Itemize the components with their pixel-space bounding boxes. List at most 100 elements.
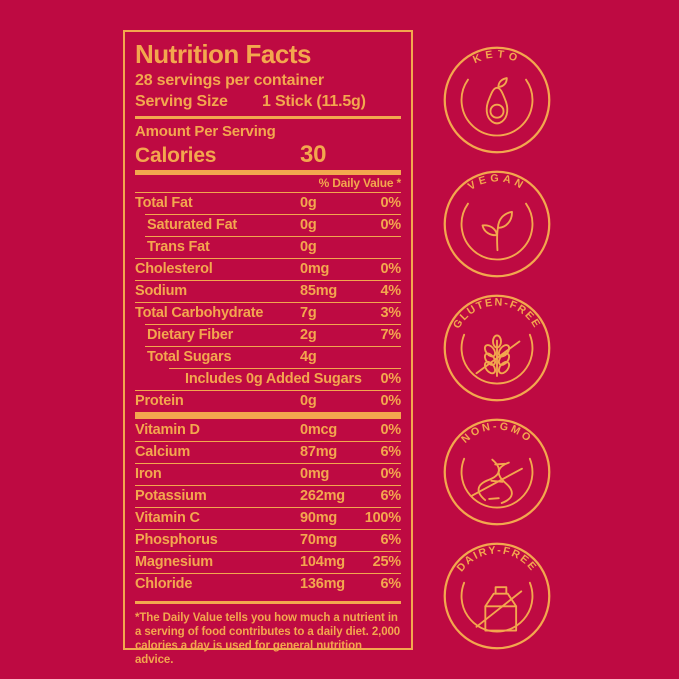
nutrient-name: Vitamin C bbox=[135, 510, 200, 526]
nutrient-name: Chloride bbox=[135, 576, 193, 592]
slash-line bbox=[475, 340, 521, 375]
badge-vegan: VEGAN bbox=[441, 168, 553, 280]
nutrient-dv: 6% bbox=[380, 576, 401, 592]
badge-outer-ring bbox=[443, 46, 551, 154]
nutrient-name: Sodium bbox=[135, 283, 187, 299]
badge-label: DAIRY-FREE bbox=[455, 544, 540, 574]
nutrient-name: Vitamin D bbox=[135, 422, 200, 438]
slash-line bbox=[475, 590, 523, 628]
mineral-row-vitamin-d: Vitamin D 0mcg 0% bbox=[135, 419, 401, 441]
nutrient-amount: 0mcg bbox=[300, 422, 338, 438]
badge-dairy-free: DAIRY-FREE bbox=[441, 540, 553, 652]
mineral-row-potassium: Potassium 262mg 6% bbox=[135, 485, 401, 507]
nutrient-name: Protein bbox=[135, 393, 184, 409]
nutrient-amount: 0mg bbox=[300, 261, 330, 277]
badge-outer-ring bbox=[443, 542, 551, 650]
nutrient-amount: 0g bbox=[300, 195, 317, 211]
serving-size-value: 1 Stick (11.5g) bbox=[262, 93, 366, 110]
mineral-row-calcium: Calcium 87mg 6% bbox=[135, 441, 401, 463]
mineral-row-magnesium: Magnesium 104mg 25% bbox=[135, 551, 401, 573]
nutrient-name: Calcium bbox=[135, 444, 191, 460]
badge-keto: KETO bbox=[441, 44, 553, 156]
nutrient-name: Total Carbohydrate bbox=[135, 305, 264, 321]
nutrient-dv: 0% bbox=[380, 371, 401, 387]
nutrient-name: Phosphorus bbox=[135, 532, 218, 548]
nutrient-amount: 0g bbox=[300, 239, 317, 255]
badge-outer-ring bbox=[443, 418, 551, 526]
serving-size-row: Serving Size 1 Stick (11.5g) bbox=[135, 91, 401, 112]
nutrient-dv: 6% bbox=[380, 488, 401, 504]
nutrient-dv: 0% bbox=[380, 466, 401, 482]
badge-inner-arc bbox=[460, 202, 534, 261]
nutrient-amount: 87mg bbox=[300, 444, 338, 460]
nutrient-amount: 7g bbox=[300, 305, 317, 321]
calories-value: 30 bbox=[300, 141, 327, 168]
calories-row: Calories 30 bbox=[135, 141, 401, 168]
nutrient-amount: 2g bbox=[300, 327, 317, 343]
badge-inner-arc bbox=[460, 78, 534, 137]
nutrient-amount: 262mg bbox=[300, 488, 345, 504]
daily-value-footnote: *The Daily Value tells you how much a nu… bbox=[135, 612, 401, 666]
nutrient-row-added-sugars: Includes 0g Added Sugars 0% bbox=[135, 368, 401, 390]
nutrient-row-total-carbohydrate: Total Carbohydrate 7g 3% bbox=[135, 302, 401, 324]
servings-per-container: 28 servings per container bbox=[135, 72, 324, 89]
nutrient-row-dietary-fiber: Dietary Fiber 2g 7% bbox=[135, 324, 401, 346]
nutrient-row-trans-fat: Trans Fat 0g bbox=[135, 236, 401, 258]
amount-per-serving: Amount Per Serving bbox=[135, 123, 276, 140]
nutrient-name: Iron bbox=[135, 466, 162, 482]
daily-value-header: % Daily Value * bbox=[318, 176, 402, 190]
nutrient-dv: 7% bbox=[380, 327, 401, 343]
nutrient-dv: 25% bbox=[372, 554, 402, 570]
nutrient-dv: 0% bbox=[380, 195, 401, 211]
badge-outer-ring bbox=[443, 294, 551, 402]
nutrient-name: Includes 0g Added Sugars bbox=[185, 371, 362, 387]
nutrient-row-saturated-fat: Saturated Fat 0g 0% bbox=[135, 214, 401, 236]
nutrient-dv: 3% bbox=[380, 305, 401, 321]
nutrient-amount: 70mg bbox=[300, 532, 338, 548]
nutrient-amount: 90mg bbox=[300, 510, 338, 526]
label-title: Nutrition Facts bbox=[135, 39, 311, 69]
nutrient-dv: 0% bbox=[380, 422, 401, 438]
nutrient-name: Total Fat bbox=[135, 195, 193, 211]
divider-thick bbox=[135, 170, 401, 175]
nutrient-dv: 0% bbox=[380, 217, 401, 233]
avocado-icon bbox=[485, 77, 509, 125]
wheat-crossed-icon bbox=[475, 334, 521, 377]
badge-outer-ring bbox=[443, 170, 551, 278]
badge-inner-arc bbox=[460, 581, 534, 633]
nutrition-facts-panel: Nutrition Facts 28 servings per containe… bbox=[123, 30, 413, 666]
nutrient-row-protein: Protein 0g 0% bbox=[135, 390, 401, 412]
nutrient-name: Magnesium bbox=[135, 554, 213, 570]
badge-label: GLUTEN-FREE bbox=[451, 296, 543, 331]
slash-line bbox=[470, 467, 523, 497]
nutrient-amount: 4g bbox=[300, 349, 317, 365]
nutrient-dv: 6% bbox=[380, 444, 401, 460]
nutrient-amount: 104mg bbox=[300, 554, 345, 570]
nutrient-amount: 0mg bbox=[300, 466, 330, 482]
dna-crossed-icon bbox=[470, 458, 523, 504]
badge-inner-arc bbox=[460, 333, 534, 385]
milk-carton-crossed-icon bbox=[475, 586, 523, 632]
badge-gluten-free: GLUTEN-FREE bbox=[441, 292, 553, 404]
nutrient-amount: 85mg bbox=[300, 283, 338, 299]
divider-bar bbox=[135, 412, 401, 419]
nutrient-name: Total Sugars bbox=[147, 349, 232, 365]
divider-medium bbox=[135, 116, 401, 119]
nutrient-name: Saturated Fat bbox=[147, 217, 238, 233]
nutrient-amount: 136mg bbox=[300, 576, 345, 592]
sprout-icon bbox=[481, 210, 513, 252]
nutrient-dv: 4% bbox=[380, 283, 401, 299]
nutrient-dv: 6% bbox=[380, 532, 401, 548]
nutrient-amount: 0g bbox=[300, 217, 317, 233]
nutrient-row-total-sugars: Total Sugars 4g bbox=[135, 346, 401, 368]
badge-label: NON-GMO bbox=[459, 420, 535, 445]
mineral-row-vitamin-c: Vitamin C 90mg 100% bbox=[135, 507, 401, 529]
mineral-row-chloride: Chloride 136mg 6% bbox=[135, 573, 401, 595]
divider-medium bbox=[135, 601, 401, 604]
mineral-row-iron: Iron 0mg 0% bbox=[135, 463, 401, 485]
nutrient-row-total-fat: Total Fat 0g 0% bbox=[135, 192, 401, 214]
nutrient-name: Cholesterol bbox=[135, 261, 213, 277]
calories-label: Calories bbox=[135, 144, 217, 167]
nutrient-row-cholesterol: Cholesterol 0mg 0% bbox=[135, 258, 401, 280]
nutrient-name: Trans Fat bbox=[147, 239, 210, 255]
